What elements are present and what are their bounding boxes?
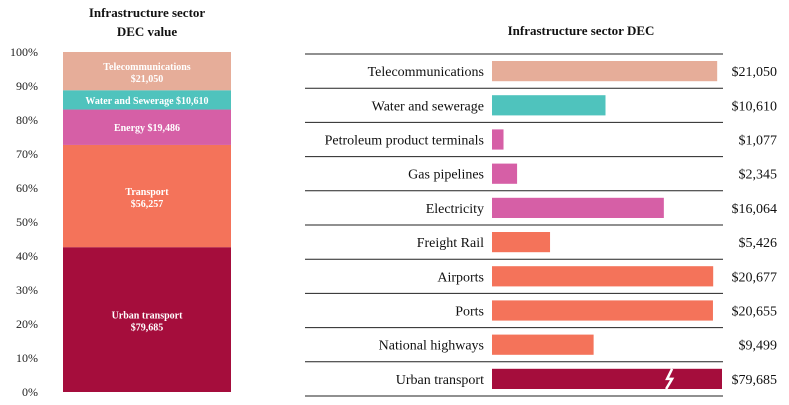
category-label: Petroleum product terminals <box>325 134 484 149</box>
stacked-segment-transport <box>63 144 231 248</box>
stacked-segment-urban-transport <box>63 247 231 392</box>
y-tick-label: 80% <box>16 113 38 127</box>
y-tick-label: 0% <box>22 385 38 399</box>
stacked-segment-water-and-sewerage <box>63 90 231 110</box>
category-label: Freight Rail <box>417 236 484 251</box>
stacked-segment-label: Transport <box>125 187 169 198</box>
y-tick-label: 10% <box>16 351 38 365</box>
bar-value-label: $20,677 <box>732 270 778 285</box>
bar-airports <box>492 266 714 287</box>
bar-value-label: $21,050 <box>732 65 778 80</box>
bar-value-label: $2,345 <box>739 168 778 183</box>
bar-value-label: $9,499 <box>739 339 778 354</box>
y-tick-label: 100% <box>10 45 38 59</box>
bar-chart-title: Infrastructure sector DEC <box>508 23 655 38</box>
category-label: Electricity <box>426 202 484 217</box>
stacked-segment-value: $79,685 <box>131 323 164 334</box>
y-tick-label: 90% <box>16 79 38 93</box>
stacked-segment-label: Energy $19,486 <box>114 123 180 134</box>
y-tick-label: 40% <box>16 249 38 263</box>
y-tick-label: 60% <box>16 181 38 195</box>
stacked-segment-value: $56,257 <box>131 199 164 210</box>
bar-urban-transport <box>492 368 722 389</box>
bar-national-highways <box>492 334 594 355</box>
category-label: National highways <box>379 339 484 354</box>
axis-break-mark <box>665 368 675 390</box>
bar-gas-pipelines <box>492 163 518 184</box>
stacked-segment-label: Water and Sewerage $10,610 <box>85 96 208 107</box>
y-tick-label: 70% <box>16 147 38 161</box>
bar-value-label: $5,426 <box>739 236 778 251</box>
bar-petroleum-product-terminals <box>492 129 504 150</box>
bar-value-label: $79,685 <box>732 373 778 388</box>
stacked-segment-label: Telecommunications <box>103 62 191 73</box>
category-label: Telecommunications <box>368 65 484 80</box>
stacked-segment-energy <box>63 109 231 145</box>
category-label: Urban transport <box>396 373 484 388</box>
stacked-segment-telecommunications <box>63 52 231 91</box>
category-label: Water and sewerage <box>372 99 484 114</box>
category-label: Ports <box>455 305 484 320</box>
bar-electricity <box>492 197 664 218</box>
bar-value-label: $1,077 <box>739 134 778 149</box>
y-tick-label: 50% <box>16 215 38 229</box>
bar-value-label: $10,610 <box>732 99 778 114</box>
bar-freight-rail <box>492 232 551 253</box>
category-label: Airports <box>437 270 484 285</box>
stacked-chart-title-line-1: Infrastructure sector <box>89 5 206 20</box>
stacked-chart-title-line-2: DEC value <box>117 24 178 39</box>
y-tick-label: 30% <box>16 283 38 297</box>
bar-value-label: $16,064 <box>732 202 778 217</box>
category-label: Gas pipelines <box>408 168 484 183</box>
bar-value-label: $20,655 <box>732 305 778 320</box>
bar-water-and-sewerage <box>492 95 606 116</box>
y-tick-label: 20% <box>16 317 38 331</box>
bar-ports <box>492 300 713 321</box>
stacked-segment-value: $21,050 <box>131 74 164 85</box>
stacked-segment-label: Urban transport <box>112 311 184 322</box>
bar-telecommunications <box>492 61 718 82</box>
